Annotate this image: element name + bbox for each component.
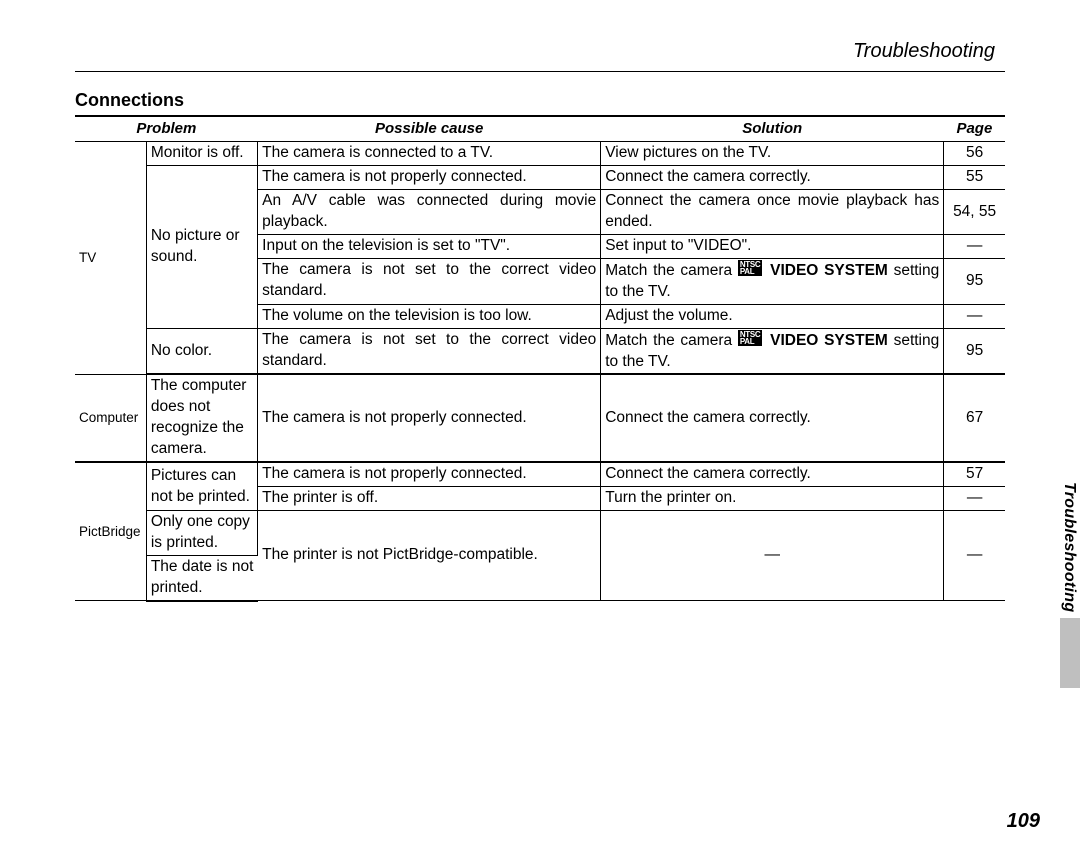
problem-cell: Pictures can not be printed.: [146, 462, 257, 510]
solution-cell: Adjust the volume.: [601, 304, 944, 328]
solution-cell: Match the camera NTSCPAL VIDEO SYSTEM se…: [601, 258, 944, 304]
page-cell: —: [944, 234, 1005, 258]
table-row: No color. The camera is not set to the c…: [75, 328, 1005, 374]
solution-cell: —: [601, 511, 944, 601]
cause-cell: The volume on the television is too low.: [258, 304, 601, 328]
page-number: 109: [1007, 810, 1040, 833]
solution-cell: Connect the camera correctly.: [601, 166, 944, 190]
cause-cell: The camera is not properly connected.: [258, 462, 601, 486]
cause-cell: Input on the television is set to "TV".: [258, 234, 601, 258]
page-cell: 54, 55: [944, 190, 1005, 235]
page-cell: 57: [944, 462, 1005, 486]
sol-pre: Match the camera: [605, 332, 738, 349]
video-system-icon: NTSCPAL: [738, 260, 763, 276]
cause-cell: The camera is not set to the correct vid…: [258, 258, 601, 304]
page-cell: 56: [944, 142, 1005, 166]
table-row: No picture or sound. The camera is not p…: [75, 166, 1005, 190]
solution-cell: Connect the camera correctly.: [601, 462, 944, 486]
page-cell: —: [944, 304, 1005, 328]
sol-pre: Match the camera: [605, 262, 738, 279]
cause-cell: The camera is not properly connected.: [258, 374, 601, 462]
page-cell: 95: [944, 258, 1005, 304]
sol-bold: VIDEO SYSTEM: [764, 262, 887, 279]
page-cell: 67: [944, 374, 1005, 462]
page-cell: 55: [944, 166, 1005, 190]
cause-cell: The printer is off.: [258, 487, 601, 511]
page-cell: —: [944, 511, 1005, 601]
problem-cell: Monitor is off.: [146, 142, 257, 166]
solution-cell: Connect the camera correctly.: [601, 374, 944, 462]
solution-cell: Turn the printer on.: [601, 487, 944, 511]
troubleshooting-table: Problem Possible cause Solution Page TV …: [75, 115, 1005, 602]
col-cause: Possible cause: [258, 116, 601, 142]
solution-cell: Set input to "VIDEO".: [601, 234, 944, 258]
table-row: Only one copy is printed. The printer is…: [75, 511, 1005, 556]
table-row: Computer The computer does not recognize…: [75, 374, 1005, 462]
page-cell: 95: [944, 328, 1005, 374]
running-head: Troubleshooting: [75, 40, 1005, 72]
problem-cell: No picture or sound.: [146, 166, 257, 328]
section-title: Connections: [75, 90, 1005, 111]
solution-cell: Match the camera NTSCPAL VIDEO SYSTEM se…: [601, 328, 944, 374]
cause-cell: The camera is connected to a TV.: [258, 142, 601, 166]
col-page: Page: [944, 116, 1005, 142]
problem-cell: The date is not printed.: [146, 555, 257, 600]
side-tab-label: Troubleshooting: [1060, 482, 1078, 618]
page-cell: —: [944, 487, 1005, 511]
cause-cell: The printer is not PictBridge-compatible…: [258, 511, 601, 601]
table-row: PictBridge Pictures can not be printed. …: [75, 462, 1005, 486]
problem-cell: Only one copy is printed.: [146, 511, 257, 556]
side-tab: Troubleshooting: [1060, 482, 1080, 688]
solution-cell: Connect the camera once movie playback h…: [601, 190, 944, 235]
side-tab-bar: [1060, 618, 1080, 688]
table-row: TV Monitor is off. The camera is connect…: [75, 142, 1005, 166]
table-header-row: Problem Possible cause Solution Page: [75, 116, 1005, 142]
col-solution: Solution: [601, 116, 944, 142]
problem-cell: No color.: [146, 328, 257, 374]
category-pictbridge: PictBridge: [75, 462, 146, 601]
cause-cell: The camera is not set to the correct vid…: [258, 328, 601, 374]
solution-cell: View pictures on the TV.: [601, 142, 944, 166]
category-computer: Computer: [75, 374, 146, 462]
sol-bold: VIDEO SYSTEM: [764, 332, 887, 349]
video-system-icon: NTSCPAL: [738, 330, 763, 346]
cause-cell: An A/V cable was connected during movie …: [258, 190, 601, 235]
col-problem: Problem: [75, 116, 258, 142]
category-tv: TV: [75, 142, 146, 375]
problem-cell: The computer does not recognize the came…: [146, 374, 257, 462]
cause-cell: The camera is not properly connected.: [258, 166, 601, 190]
